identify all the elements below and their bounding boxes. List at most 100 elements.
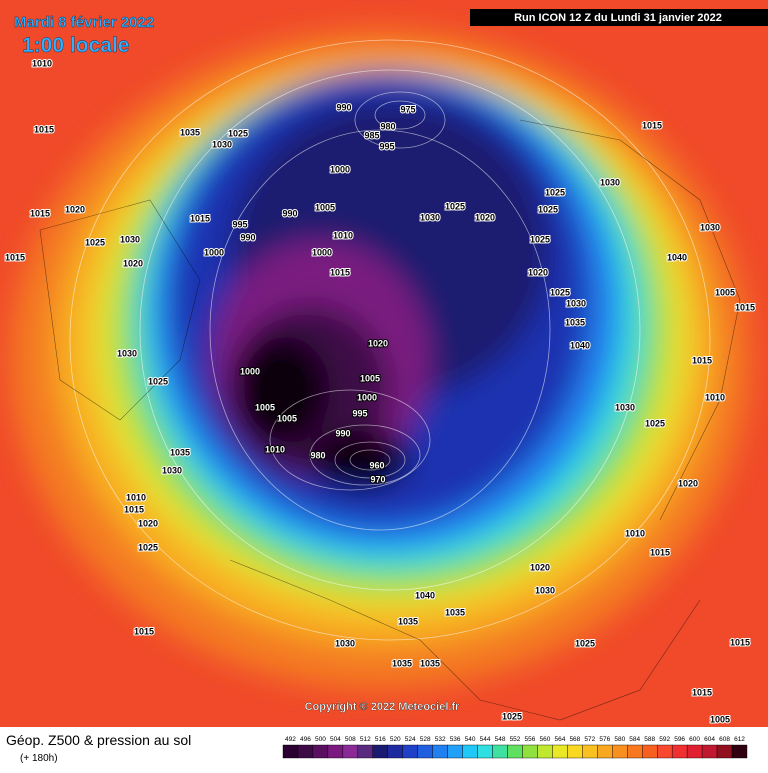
- isobar-label: 1030: [615, 402, 635, 412]
- legend-label: 560: [540, 736, 551, 743]
- legend-label: 572: [584, 736, 595, 743]
- isobar-label: 1000: [240, 366, 260, 376]
- map-time: 1:00 locale: [22, 34, 129, 57]
- legend-swatch: [387, 744, 403, 759]
- isobar-label: 1005: [715, 287, 735, 297]
- isobar-label: 1010: [625, 528, 645, 538]
- isobar-label: 1030: [566, 298, 586, 308]
- legend-swatch: [402, 744, 418, 759]
- legend-label: 608: [719, 736, 730, 743]
- legend-swatch: [507, 744, 523, 759]
- isobar-label: 1020: [530, 562, 550, 572]
- legend-swatch: [597, 744, 613, 759]
- isobar-label: 1005: [360, 373, 380, 383]
- isobar-label: 1035: [445, 607, 465, 617]
- legend-swatch: [327, 744, 344, 759]
- legend-swatch: [612, 744, 628, 759]
- isobar-label: 1025: [85, 237, 105, 247]
- isobar-label: 1015: [650, 547, 670, 557]
- isobar-label: 1015: [735, 302, 755, 312]
- legend-swatch: [342, 744, 359, 759]
- legend-swatch: [627, 744, 643, 759]
- legend-swatch: [642, 744, 658, 759]
- legend-label: 564: [554, 736, 565, 743]
- legend-swatch: [492, 744, 508, 759]
- legend-label: 516: [375, 736, 386, 743]
- legend-label: 540: [465, 736, 476, 743]
- isobar-label: 1025: [645, 418, 665, 428]
- legend-swatch: [582, 744, 598, 759]
- legend-label: 612: [734, 736, 745, 743]
- footer-range: (+ 180h): [20, 753, 58, 764]
- isobar-label: 1015: [124, 504, 144, 514]
- isobar-label: 1030: [700, 222, 720, 232]
- isobar-label: 1025: [228, 128, 248, 138]
- z500-field: [0, 0, 768, 727]
- legend-label: 548: [495, 736, 506, 743]
- isobar-label: 1000: [330, 164, 350, 174]
- legend-label: 524: [405, 736, 416, 743]
- legend-label: 596: [674, 736, 685, 743]
- isobar-label: 1025: [550, 287, 570, 297]
- isobar-label: 990: [336, 102, 351, 112]
- isobar-label: 1015: [134, 626, 154, 636]
- isobar-label: 1015: [692, 687, 712, 697]
- isobar-label: 1010: [126, 492, 146, 502]
- legend-swatch: [716, 744, 733, 759]
- legend-swatch: [701, 744, 718, 759]
- legend-label: 592: [659, 736, 670, 743]
- isobar-label: 970: [370, 474, 385, 484]
- legend-swatch: [357, 744, 374, 759]
- isobar-label: 1020: [678, 478, 698, 488]
- isobar-label: 1025: [148, 376, 168, 386]
- isobar-label: 1000: [312, 247, 332, 257]
- legend-label: 552: [510, 736, 521, 743]
- isobar-label: 1025: [502, 711, 522, 721]
- isobar-label: 1015: [190, 213, 210, 223]
- map-title: Mardi 8 février 2022: [14, 14, 154, 31]
- footer-caption: Géop. Z500 & pression au sol: [6, 732, 191, 748]
- isobar-label: 1020: [65, 204, 85, 214]
- legend-label: 604: [704, 736, 715, 743]
- isobar-label: 1030: [120, 234, 140, 244]
- isobar-label: 1015: [5, 252, 25, 262]
- isobar-label: 1030: [212, 139, 232, 149]
- isobar-label: 985: [364, 130, 379, 140]
- isobar-label: 1035: [392, 658, 412, 668]
- legend-swatch: [552, 744, 568, 759]
- legend-label: 588: [644, 736, 655, 743]
- legend-label: 520: [390, 736, 401, 743]
- isobar-label: 1030: [117, 348, 137, 358]
- legend-swatch: [686, 744, 703, 759]
- legend-swatch: [417, 744, 433, 759]
- legend-label: 600: [689, 736, 700, 743]
- isobar-label: 1030: [535, 585, 555, 595]
- isobar-label: 1000: [357, 392, 377, 402]
- isobar-label: 1030: [162, 465, 182, 475]
- isobar-label: 1000: [204, 247, 224, 257]
- isobar-label: 1020: [138, 518, 158, 528]
- isobar-label: 1010: [333, 230, 353, 240]
- legend-swatch: [671, 744, 688, 759]
- legend: 492 496 500 504 508 512 516 520 524 528 532 536 540 5…: [282, 736, 748, 759]
- isobar-label: 1015: [30, 208, 50, 218]
- isobar-label: 995: [352, 408, 367, 418]
- run-info: Run ICON 12 Z du Lundi 31 janvier 2022: [514, 12, 722, 24]
- isobar-label: 1005: [710, 714, 730, 724]
- legend-swatch: [282, 744, 299, 759]
- copyright: Copyright © 2022 Meteociel.fr: [305, 701, 461, 713]
- isobar-label: 1020: [475, 212, 495, 222]
- legend-label: 500: [315, 736, 326, 743]
- isobar-label: 1020: [368, 338, 388, 348]
- isobar-label: 1020: [528, 267, 548, 277]
- isobar-label: 1040: [415, 590, 435, 600]
- isobar-label: 980: [310, 450, 325, 460]
- legend-label: 576: [599, 736, 610, 743]
- legend-label: 536: [450, 736, 461, 743]
- isobar-label: 1005: [315, 202, 335, 212]
- isobar-label: 1040: [667, 252, 687, 262]
- legend-swatch: [447, 744, 463, 759]
- isobar-label: 995: [232, 219, 247, 229]
- isobar-label: 1015: [34, 124, 54, 134]
